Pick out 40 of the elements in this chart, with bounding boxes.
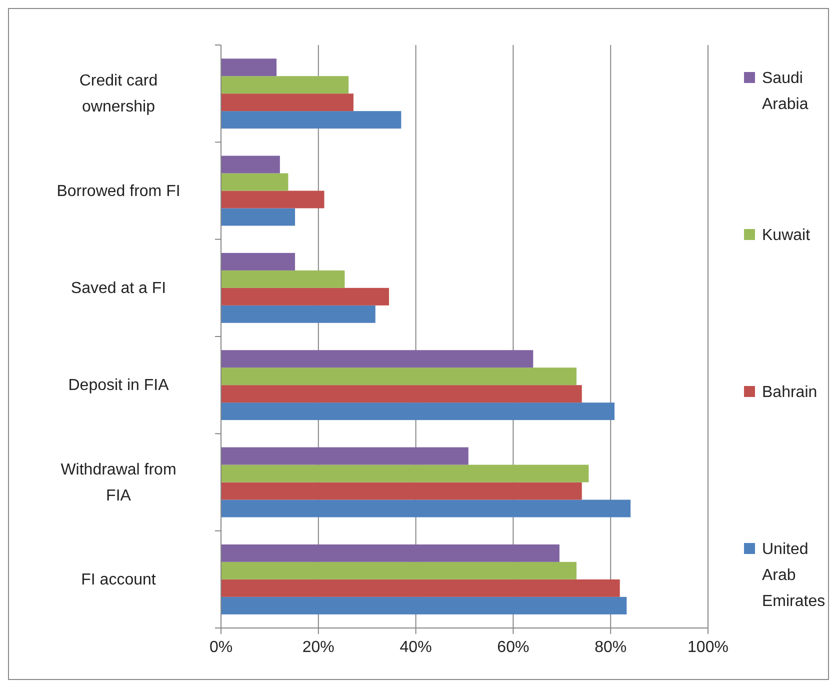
bar <box>221 402 614 420</box>
bar <box>221 94 354 112</box>
bar <box>221 482 582 500</box>
bar <box>221 190 324 208</box>
legend-label: Kuwait <box>762 227 811 244</box>
y-tick-label: FI account <box>81 571 156 588</box>
y-tick-label: Deposit in FIA <box>68 377 170 394</box>
bar <box>221 58 277 76</box>
bar <box>221 156 280 174</box>
x-tick-label: 20% <box>302 639 334 656</box>
bar <box>221 596 627 614</box>
bar <box>221 288 390 306</box>
bar <box>221 173 288 191</box>
bar <box>221 208 296 226</box>
y-tick-label: Saved at a FI <box>70 280 166 297</box>
bar <box>221 111 402 129</box>
x-tick-label: 40% <box>400 639 432 656</box>
y-tick-label: Withdrawal from FIA <box>60 461 176 504</box>
x-tick-label: 80% <box>594 639 627 656</box>
legend-label: Bahrain <box>762 384 818 401</box>
bar <box>221 562 577 580</box>
bar <box>221 368 577 386</box>
bar <box>221 270 345 288</box>
bar <box>221 252 296 270</box>
bar <box>221 447 468 465</box>
bar <box>221 464 589 482</box>
x-tick-label: 100% <box>688 639 728 656</box>
x-tick-label: 60% <box>497 639 530 656</box>
legend-label: United Arab Emirates <box>762 541 826 610</box>
bar <box>221 385 582 403</box>
bar <box>221 500 631 518</box>
bar <box>221 579 620 597</box>
y-tick-label: Credit card ownership <box>79 72 158 116</box>
x-tick-label: 0% <box>209 639 233 656</box>
bar <box>221 76 349 94</box>
bar <box>221 350 534 368</box>
bar <box>221 305 376 323</box>
legend-label: Saudi Arabia <box>762 70 808 113</box>
bar <box>221 544 560 562</box>
y-tick-label: Borrowed from FI <box>56 182 180 200</box>
